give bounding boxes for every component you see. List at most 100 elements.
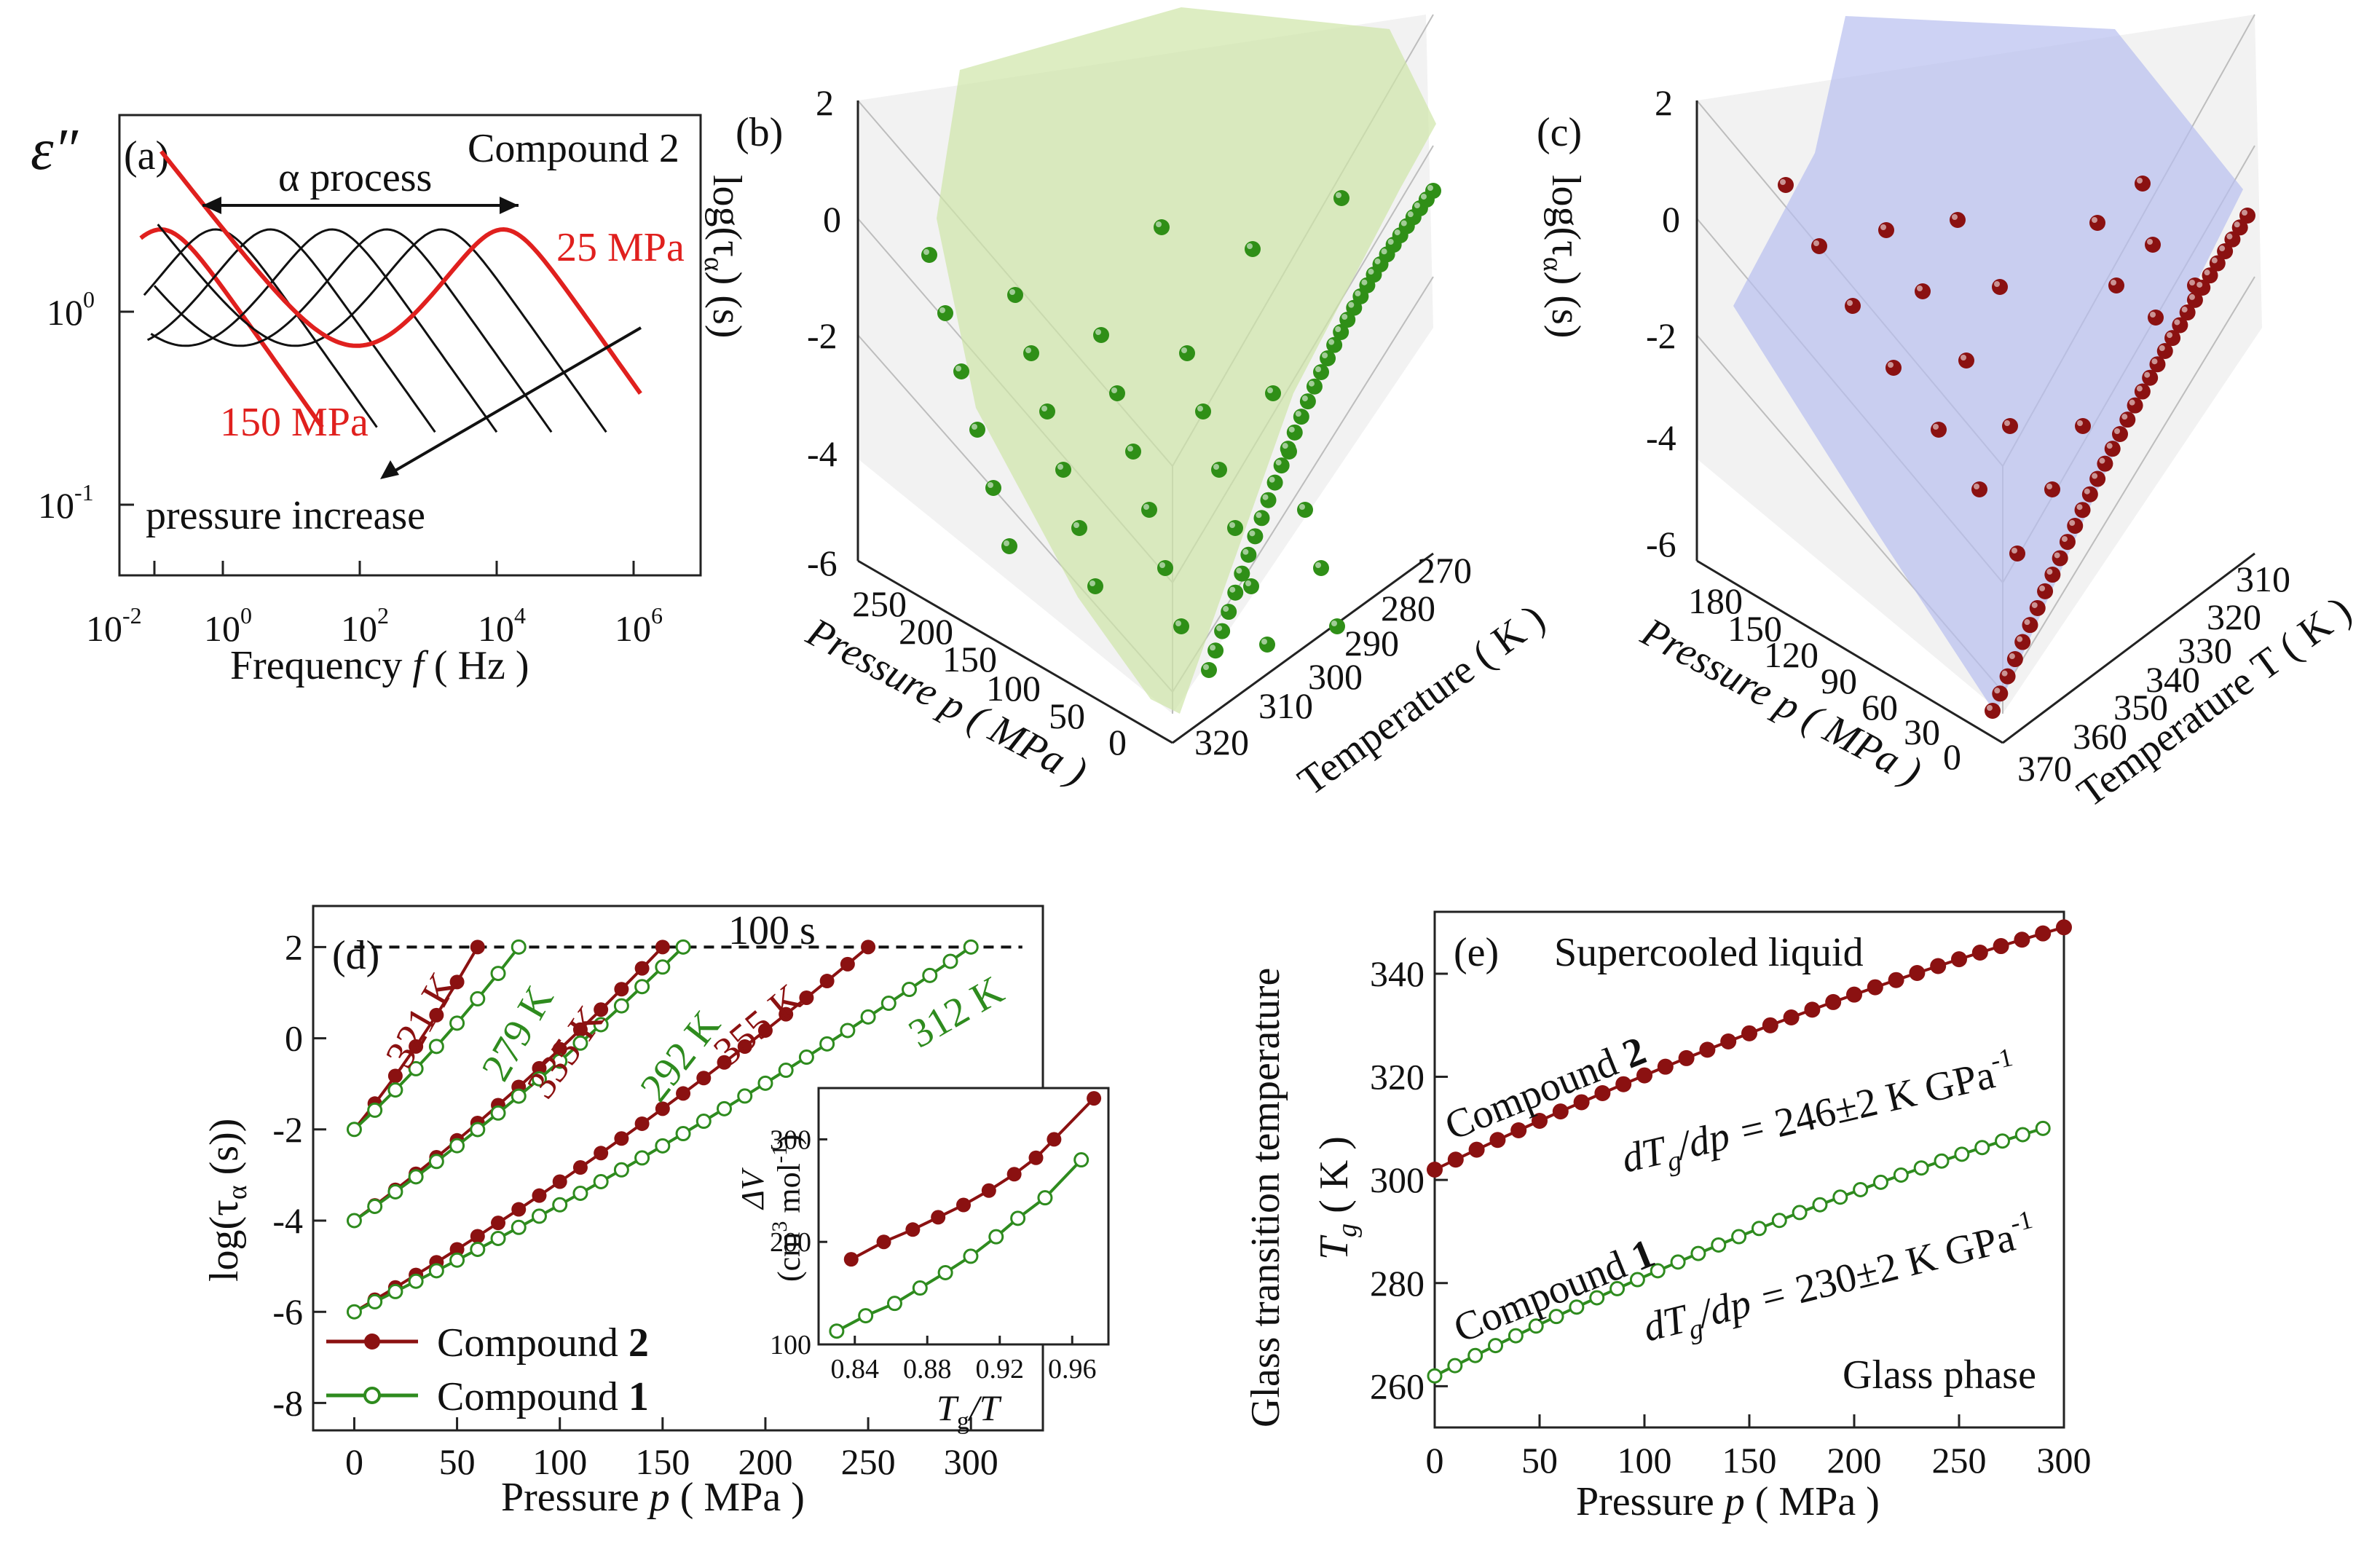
- panel-e-point: [1573, 1094, 1590, 1111]
- panel-d-point: [346, 1122, 362, 1138]
- panel-e-ytick-label: 340: [1370, 953, 1425, 994]
- scatter-point-highlight: [1974, 484, 1979, 489]
- panel-d-point: [470, 939, 485, 955]
- scatter-point-highlight: [1127, 446, 1133, 452]
- scatter-point-highlight: [2137, 178, 2143, 184]
- panel-d-point: [613, 1162, 629, 1178]
- panel-a-xtick-label: 106: [615, 602, 663, 649]
- scatter-point-highlight: [1315, 366, 1321, 372]
- panel-e-ylabel: Glass transition temperature: [1243, 968, 1288, 1427]
- panel-d-point: [470, 1229, 485, 1244]
- scatter-point: [1992, 685, 2009, 702]
- scatter-point: [1985, 703, 2001, 719]
- scatter-point: [2104, 441, 2121, 457]
- scatter-point: [1306, 378, 1323, 395]
- panel-e-point: [1489, 1132, 1506, 1149]
- panel-c-surface: [1733, 16, 2243, 714]
- panel-e-point: [2014, 1127, 2030, 1143]
- inset-point: [937, 1264, 953, 1280]
- scatter-point-highlight: [1282, 443, 1288, 449]
- scatter-point-highlight: [2061, 536, 2068, 543]
- scatter-point-highlight: [2084, 488, 2090, 495]
- panel-d-point: [470, 1241, 486, 1257]
- panel-d-inset: 0.84 0.88 0.92 0.96 300 200 100: [770, 1091, 1102, 1384]
- scatter-point-highlight: [1888, 362, 1894, 368]
- panel-d-point: [778, 1063, 794, 1079]
- panel-d-ytick-label: -8: [272, 1382, 303, 1423]
- panel-e-point: [2056, 919, 2072, 936]
- panel-d-inset-ylabel2: (cm3 mol-1): [768, 1134, 807, 1282]
- scatter-point-highlight: [1210, 645, 1216, 651]
- panel-d-point: [675, 939, 691, 955]
- scatter-point: [1299, 393, 1316, 410]
- scatter-point-highlight: [1203, 664, 1209, 670]
- panel-a-curve: [143, 228, 378, 428]
- panel-d-hline-label: 100 s: [728, 908, 816, 953]
- panel-d-point: [594, 1002, 609, 1017]
- scatter-point: [1992, 279, 2008, 295]
- panel-d-point: [861, 939, 876, 955]
- panel-a-xtick-label: 104: [478, 602, 526, 649]
- scatter-point: [1971, 481, 1987, 497]
- panel-e-point: [2035, 925, 2052, 942]
- panel-e-point: [1783, 1009, 1800, 1026]
- panel-e-compound1-label: Compound 1: [1448, 1231, 1661, 1352]
- scatter-point-highlight: [1407, 211, 1414, 218]
- scatter-point-highlight: [2114, 428, 2120, 434]
- panel-a-curve: [157, 224, 607, 433]
- panel-d-point: [922, 967, 938, 983]
- scatter-point-highlight: [939, 307, 945, 313]
- panel-e-point: [1678, 1049, 1695, 1066]
- scatter-point-highlight: [2031, 602, 2038, 608]
- panel-b-ptick: 0: [1108, 722, 1127, 763]
- scatter-point-highlight: [1159, 562, 1165, 568]
- panel-b-points: [921, 183, 1441, 678]
- panel-d-point: [470, 990, 486, 1006]
- panel-d-point: [696, 1114, 712, 1130]
- panel-e-xtick-label: 200: [1827, 1440, 1882, 1481]
- panel-e-point: [1934, 1153, 1950, 1169]
- scatter-point: [1179, 345, 1195, 361]
- scatter-point-highlight: [2001, 670, 2008, 677]
- panel-d-point: [757, 1023, 773, 1038]
- scatter-point: [2006, 651, 2023, 668]
- panel-d-point: [449, 974, 465, 990]
- scatter-point: [1259, 637, 1275, 653]
- panel-d-point: [449, 1252, 465, 1268]
- inset-ytick-label: 100: [770, 1330, 811, 1360]
- scatter-point-highlight: [1994, 281, 2000, 287]
- panel-d-point: [860, 1009, 876, 1025]
- panel-e-compound2-slope: dTg/dp = 246±2 K GPa-1: [1616, 1042, 2021, 1187]
- scatter-point: [1214, 623, 1231, 639]
- panel-e-point: [1589, 1290, 1605, 1306]
- scatter-point-highlight: [1813, 240, 1819, 246]
- panel-d-point: [614, 1131, 629, 1146]
- scatter-point-highlight: [1295, 411, 1301, 417]
- scatter-point-highlight: [1368, 269, 1374, 275]
- panel-e-ytick-label: 260: [1370, 1366, 1425, 1406]
- panel-c-ttick: 340: [2145, 659, 2200, 700]
- scatter-point: [1234, 565, 1250, 582]
- panel-d-point: [428, 1263, 444, 1279]
- panel-d-letter: (d): [332, 933, 379, 978]
- panel-d-point: [387, 1183, 403, 1199]
- panel-d-inset-bg: [819, 1088, 1108, 1344]
- panel-a-curve: [139, 226, 324, 429]
- panel-e-point: [1532, 1112, 1548, 1129]
- inset-point: [956, 1197, 971, 1213]
- panel-d-ytick-label: -6: [272, 1291, 303, 1332]
- panel-d-point: [634, 961, 650, 976]
- scatter-point-highlight: [1381, 248, 1387, 255]
- panel-b-ptick: 100: [986, 668, 1041, 709]
- panel-d-point: [387, 1283, 403, 1299]
- panel-d-point: [594, 1146, 609, 1161]
- inset-point: [843, 1252, 859, 1267]
- panel-e-point: [1909, 965, 1926, 982]
- panel-e-point: [1488, 1338, 1504, 1354]
- scatter-point: [1265, 385, 1281, 401]
- scatter-point-highlight: [1328, 339, 1335, 345]
- inset-point: [1028, 1150, 1044, 1165]
- panel-e-letter: (e): [1454, 930, 1499, 975]
- scatter-point: [2075, 418, 2091, 434]
- panel-b-ptick: 250: [852, 583, 907, 624]
